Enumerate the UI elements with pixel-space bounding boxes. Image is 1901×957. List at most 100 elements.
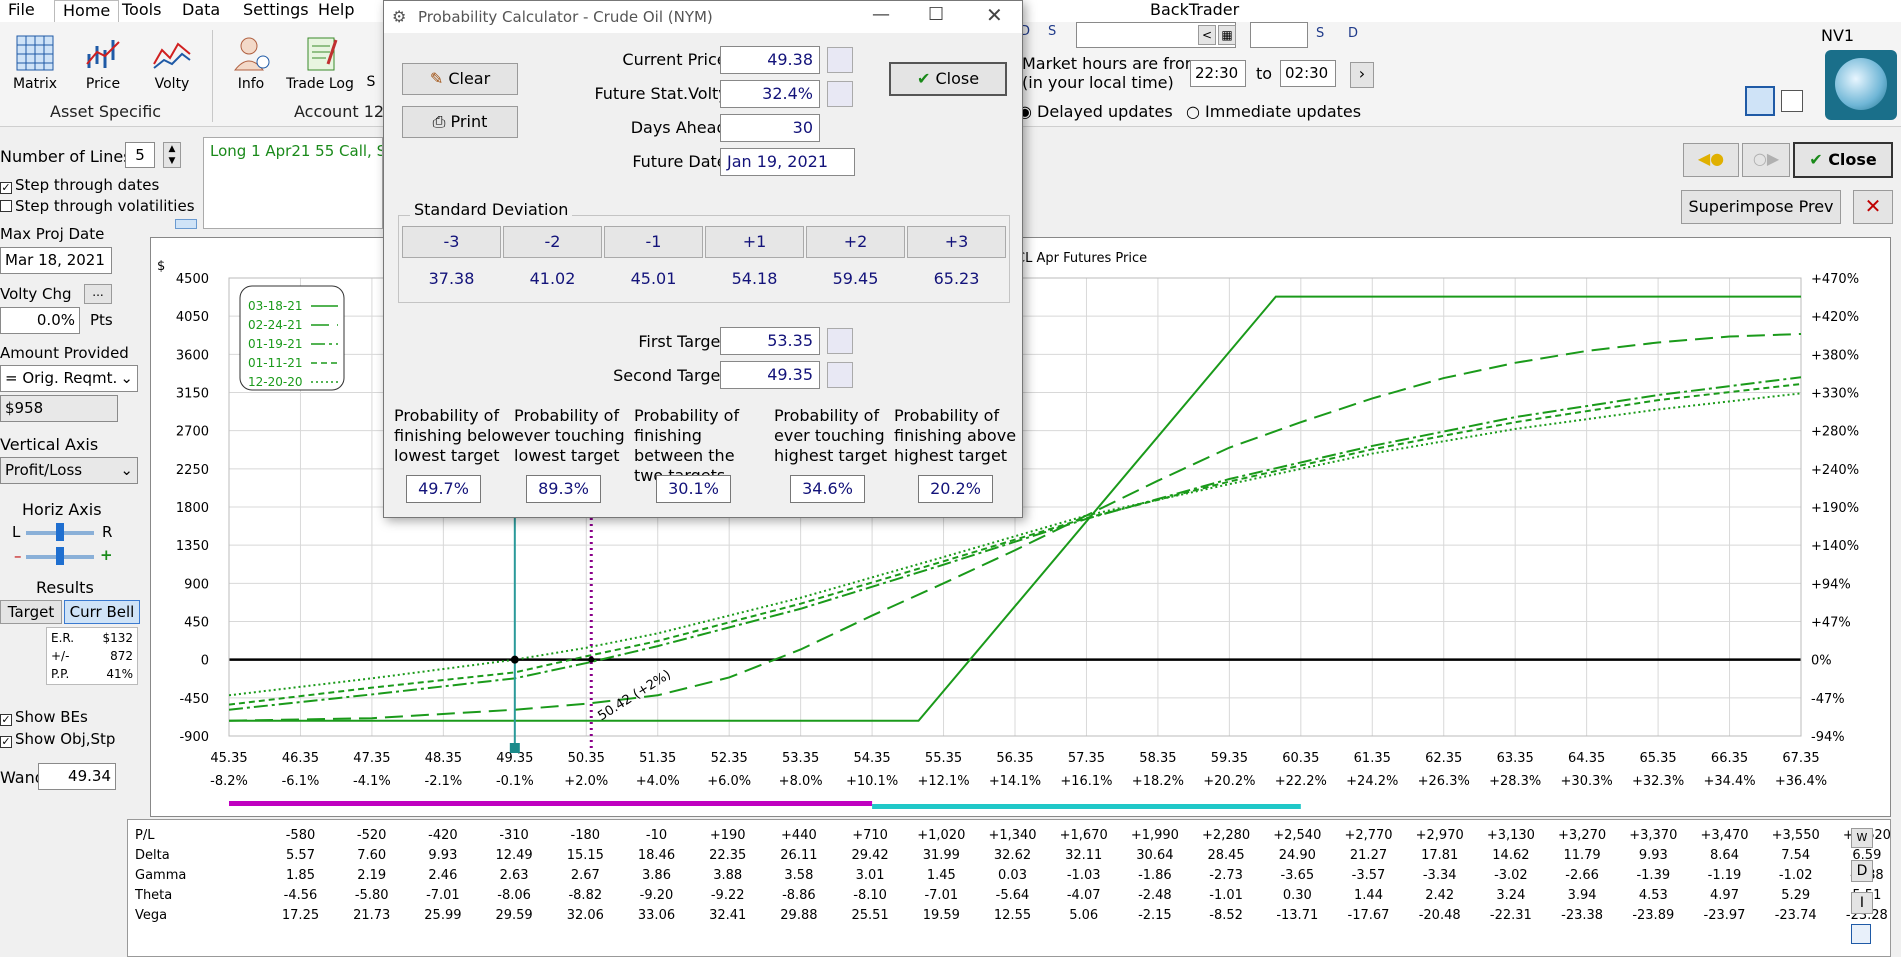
export-icon[interactable] bbox=[1851, 924, 1871, 944]
expand-icon[interactable]: › bbox=[1350, 62, 1374, 88]
backtrader-time-field[interactable] bbox=[1250, 22, 1308, 48]
horiz-slider-thumb[interactable] bbox=[56, 523, 64, 541]
greek-cell: 33.06 bbox=[637, 908, 676, 923]
menu-tools[interactable]: Tools bbox=[122, 0, 162, 19]
show-bes-checkbox[interactable]: ✓ Show BEs bbox=[0, 708, 88, 726]
menu-settings[interactable]: Settings bbox=[243, 0, 309, 19]
trade-log-button[interactable]: Trade Log bbox=[285, 34, 355, 92]
arrow-left-icon[interactable]: ◀● bbox=[1683, 143, 1739, 177]
volty-chg-more-button[interactable]: ... bbox=[84, 284, 112, 304]
calc-icon[interactable] bbox=[827, 362, 853, 388]
clear-button[interactable]: ✎ Clear bbox=[402, 63, 518, 95]
minimize-icon[interactable]: — bbox=[872, 4, 890, 25]
greek-cell: -7.01 bbox=[924, 888, 959, 903]
breakeven-dot bbox=[588, 656, 595, 663]
market-hours-line2: (in your local time) bbox=[1022, 73, 1174, 92]
chart-close-button[interactable]: ✔ Close bbox=[1793, 142, 1893, 178]
s-nav-icon[interactable]: S bbox=[1048, 24, 1057, 39]
immediate-updates-radio[interactable]: ○ Immediate updates bbox=[1186, 102, 1362, 121]
scroll-slider[interactable] bbox=[175, 219, 197, 229]
x-pct-label: +32.3% bbox=[1632, 774, 1684, 789]
refresh-icon[interactable] bbox=[1745, 86, 1775, 116]
s-step-icon[interactable]: S bbox=[1316, 26, 1325, 41]
greek-cell: 3.86 bbox=[642, 868, 671, 883]
amount-provided-select[interactable]: = Orig. Reqmt. ⌄ bbox=[0, 365, 138, 392]
width-button[interactable]: W bbox=[1851, 828, 1873, 848]
curr-bell-tab[interactable]: Curr Bell bbox=[64, 600, 140, 624]
max-proj-date-input[interactable]: Mar 18, 2021 bbox=[0, 247, 112, 274]
step-dates-check[interactable]: ✓ bbox=[0, 181, 12, 194]
dialog-title: Probability Calculator - Crude Oil (NYM) bbox=[418, 8, 713, 26]
volty-button[interactable]: Volty bbox=[137, 34, 207, 92]
delayed-updates-radio[interactable]: ◉ Delayed updates bbox=[1018, 102, 1173, 121]
prev-date-button[interactable]: < bbox=[1198, 25, 1216, 45]
current-price-input[interactable]: 49.38 bbox=[720, 46, 820, 74]
eraser-icon: ✎ bbox=[429, 69, 444, 88]
y2-tick-label: +240% bbox=[1811, 463, 1859, 478]
y2-tick-label: +140% bbox=[1811, 539, 1859, 554]
price-button[interactable]: Price bbox=[68, 34, 138, 92]
x-tick-label: 64.35 bbox=[1568, 751, 1605, 766]
info-button-small[interactable]: I bbox=[1851, 892, 1873, 914]
days-ahead-input[interactable]: 30 bbox=[720, 114, 820, 142]
show-obj-check[interactable]: ✓ bbox=[0, 735, 12, 748]
wand-input[interactable]: 49.34 bbox=[38, 763, 116, 790]
step-vols-checkbox[interactable]: Step through volatilities bbox=[0, 197, 195, 215]
zoom-slider-thumb[interactable] bbox=[56, 547, 64, 565]
delete-x-icon[interactable]: ✕ bbox=[1853, 190, 1893, 224]
market-from-input[interactable]: 22:30 bbox=[1190, 60, 1246, 87]
arrow-right-icon[interactable]: ○▶ bbox=[1742, 143, 1790, 177]
step-vols-check[interactable] bbox=[0, 200, 12, 212]
matrix-label: Matrix bbox=[12, 76, 58, 92]
greek-cell: +2,540 bbox=[1273, 828, 1322, 843]
printer-icon[interactable] bbox=[1781, 90, 1803, 112]
greek-cell: 24.90 bbox=[1278, 848, 1316, 863]
superimpose-prev-button[interactable]: Superimpose Prev bbox=[1681, 190, 1841, 224]
calc-icon[interactable] bbox=[827, 47, 853, 73]
calc-icon[interactable] bbox=[827, 328, 853, 354]
maximize-icon[interactable]: ☐ bbox=[928, 4, 945, 25]
future-volty-input[interactable]: 32.4% bbox=[720, 80, 820, 108]
step-dates-checkbox[interactable]: ✓ Step through dates bbox=[0, 176, 159, 194]
print-button[interactable]: ⎙ Print bbox=[402, 106, 518, 138]
info-person-icon bbox=[233, 37, 270, 71]
greek-cell: -2.66 bbox=[1565, 868, 1599, 883]
x-pct-label: +14.1% bbox=[989, 774, 1041, 789]
number-of-lines-input[interactable]: 5 bbox=[125, 142, 155, 168]
volty-chg-input[interactable]: 0.0% bbox=[0, 307, 80, 334]
future-date-input[interactable]: Jan 19, 2021 bbox=[720, 148, 855, 176]
vertical-axis-select[interactable]: Profit/Loss ⌄ bbox=[0, 457, 138, 484]
calc-icon[interactable] bbox=[827, 81, 853, 107]
y-tick-label: -450 bbox=[179, 692, 209, 707]
greek-cell: 21.73 bbox=[353, 908, 391, 923]
series-line-03-18-21 bbox=[229, 295, 1801, 722]
x-tick-label: 57.35 bbox=[1068, 751, 1105, 766]
close-icon[interactable]: ✕ bbox=[986, 3, 1003, 27]
second-target-input[interactable]: 49.35 bbox=[720, 361, 820, 389]
dialog-close-button[interactable]: ✔ Close bbox=[889, 62, 1007, 96]
legend-label: 12-20-20 bbox=[248, 375, 302, 389]
menu-file[interactable]: File bbox=[8, 0, 35, 19]
calendar-icon[interactable]: ▦ bbox=[1218, 25, 1236, 45]
greek-cell: +1,340 bbox=[988, 828, 1037, 843]
backtrader-nav: D S < ▦ S D bbox=[1018, 22, 1378, 50]
menu-data[interactable]: Data bbox=[182, 0, 221, 19]
d-step-icon[interactable]: D bbox=[1348, 26, 1359, 41]
greek-cell: 3.58 bbox=[784, 868, 814, 883]
menu-home[interactable]: Home bbox=[54, 0, 120, 22]
show-bes-check[interactable]: ✓ bbox=[0, 713, 12, 726]
info-button[interactable]: Info bbox=[216, 34, 286, 92]
ribbon-s-button[interactable]: S bbox=[356, 74, 386, 90]
current-price-marker[interactable] bbox=[509, 743, 520, 753]
target-tab[interactable]: Target bbox=[0, 600, 62, 624]
menu-help[interactable]: Help bbox=[318, 0, 355, 19]
greek-cell: 2.46 bbox=[428, 868, 458, 883]
d-nav-icon[interactable]: D bbox=[1020, 24, 1031, 39]
show-obj-checkbox[interactable]: ✓ Show Obj,Stp bbox=[0, 730, 115, 748]
matrix-button[interactable]: Matrix bbox=[0, 34, 70, 92]
greek-cell: 25.99 bbox=[424, 908, 462, 923]
first-target-input[interactable]: 53.35 bbox=[720, 327, 820, 355]
detail-button[interactable]: D bbox=[1851, 860, 1873, 882]
lines-spinner[interactable]: ▲ ▼ bbox=[163, 142, 181, 168]
market-to-input[interactable]: 02:30 bbox=[1280, 60, 1336, 87]
